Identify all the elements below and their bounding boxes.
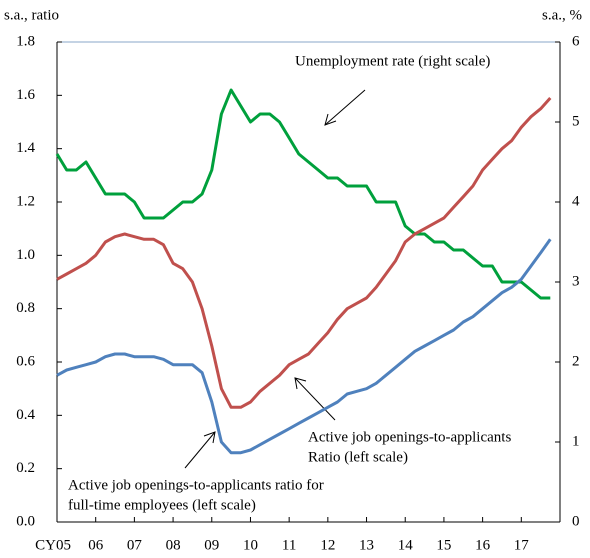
y-tick-label: 0.2 — [16, 460, 35, 476]
y2-axis-label: s.a., % — [542, 7, 582, 23]
y2-tick-label: 1 — [572, 433, 580, 449]
y-tick-label: 0.6 — [16, 353, 35, 369]
x-tick-label: 16 — [475, 537, 491, 553]
x-tick-label: 17 — [514, 537, 530, 553]
y-tick-label: 1.6 — [16, 87, 35, 103]
x-tick-label: 09 — [204, 537, 219, 553]
x-tick-label: 11 — [282, 537, 296, 553]
x-tick-label: 14 — [398, 537, 414, 553]
annotation: Active job openings-to-applicants ratio … — [68, 477, 324, 493]
x-tick-label: 06 — [88, 537, 104, 553]
y2-tick-label: 3 — [572, 273, 580, 289]
annotation: Unemployment rate (right scale) — [295, 53, 490, 69]
y2-tick-label: 0 — [572, 513, 580, 529]
x-tick-label: 15 — [436, 537, 451, 553]
annotation: Active job openings-to-applicants — [308, 429, 511, 445]
x-tick-label: 08 — [166, 537, 181, 553]
y-tick-label: 1.0 — [16, 247, 35, 263]
y-tick-label: 0.4 — [16, 407, 35, 423]
x-tick-label: 12 — [320, 537, 335, 553]
y2-tick-label: 5 — [572, 113, 580, 129]
y2-tick-label: 2 — [572, 353, 580, 369]
x-tick-label: 13 — [359, 537, 374, 553]
arrows — [184, 89, 366, 469]
series-line — [55, 88, 551, 300]
y2-tick-label: 4 — [572, 193, 580, 209]
y-tick-label: 0.8 — [16, 300, 35, 316]
y-axis-label: s.a., ratio — [4, 7, 59, 23]
x-tick-label: 07 — [127, 537, 143, 553]
y-tick-label: 0.0 — [16, 513, 35, 529]
y-tick-label: 1.8 — [16, 33, 35, 49]
y-tick-label: 1.4 — [16, 140, 35, 156]
annotation: Ratio (left scale) — [308, 449, 408, 465]
x-tick-label: 10 — [243, 537, 258, 553]
x-tick-label: CY05 — [35, 537, 71, 553]
y2-tick-label: 6 — [572, 33, 580, 49]
annotation: full-time employees (left scale) — [68, 497, 256, 513]
series-line — [56, 96, 552, 409]
series-line — [56, 238, 552, 455]
y-tick-label: 1.2 — [16, 193, 35, 209]
